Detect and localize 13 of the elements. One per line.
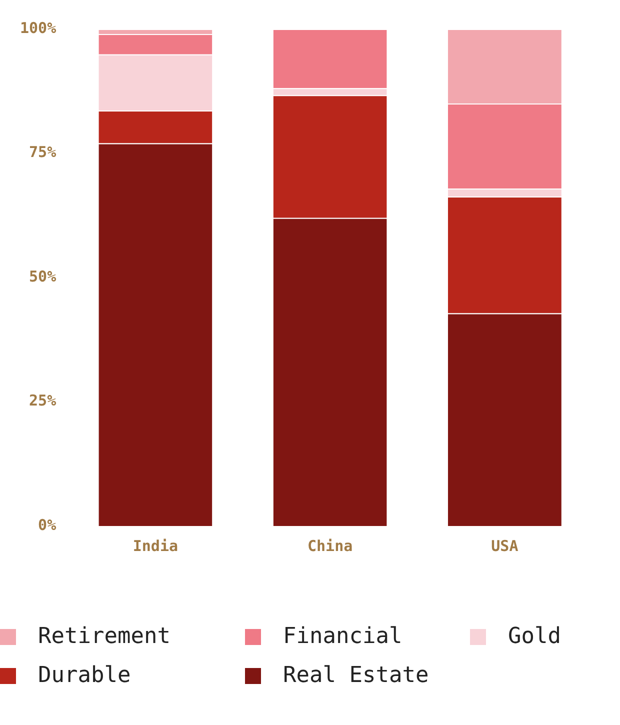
y-tick-label: 50% <box>29 267 56 286</box>
legend-label: Durable <box>38 663 131 688</box>
legend-label: Real Estate <box>283 663 429 688</box>
legend-label: Financial <box>283 624 402 649</box>
y-tick-label: 0% <box>38 516 56 534</box>
y-tick-label: 100% <box>20 18 56 37</box>
x-tick-label: China <box>307 536 353 555</box>
x-tick-label: USA <box>491 536 518 555</box>
y-tick-label: 25% <box>29 392 56 410</box>
legend-label: Gold <box>508 624 561 649</box>
legend-label: Retirement <box>38 624 170 649</box>
x-tick-label: India <box>132 536 178 555</box>
y-tick-label: 75% <box>29 143 56 162</box>
